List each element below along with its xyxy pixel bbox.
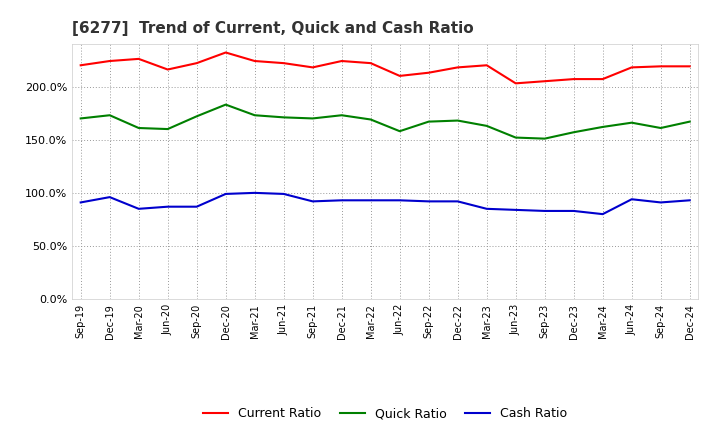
Line: Quick Ratio: Quick Ratio	[81, 105, 690, 139]
Quick Ratio	[366, 117, 375, 122]
Cash Ratio	[308, 199, 317, 204]
Current Ratio	[627, 65, 636, 70]
Cash Ratio	[685, 198, 694, 203]
Quick Ratio	[251, 113, 259, 118]
Quick Ratio	[338, 113, 346, 118]
Quick Ratio	[454, 118, 462, 123]
Current Ratio	[541, 79, 549, 84]
Legend: Current Ratio, Quick Ratio, Cash Ratio: Current Ratio, Quick Ratio, Cash Ratio	[198, 403, 572, 425]
Cash Ratio	[570, 208, 578, 213]
Current Ratio	[598, 77, 607, 82]
Quick Ratio	[482, 123, 491, 128]
Cash Ratio	[251, 190, 259, 195]
Current Ratio	[251, 59, 259, 64]
Quick Ratio	[135, 125, 143, 131]
Current Ratio	[105, 59, 114, 64]
Quick Ratio	[685, 119, 694, 124]
Cash Ratio	[338, 198, 346, 203]
Current Ratio	[308, 65, 317, 70]
Quick Ratio	[657, 125, 665, 131]
Cash Ratio	[76, 200, 85, 205]
Quick Ratio	[192, 114, 201, 119]
Current Ratio	[192, 60, 201, 66]
Cash Ratio	[135, 206, 143, 212]
Cash Ratio	[454, 199, 462, 204]
Line: Current Ratio: Current Ratio	[81, 52, 690, 83]
Current Ratio	[570, 77, 578, 82]
Current Ratio	[657, 64, 665, 69]
Quick Ratio	[627, 120, 636, 125]
Current Ratio	[395, 73, 404, 78]
Current Ratio	[511, 81, 520, 86]
Current Ratio	[338, 59, 346, 64]
Quick Ratio	[395, 128, 404, 134]
Quick Ratio	[541, 136, 549, 141]
Quick Ratio	[424, 119, 433, 124]
Cash Ratio	[541, 208, 549, 213]
Cash Ratio	[627, 197, 636, 202]
Current Ratio	[279, 60, 288, 66]
Current Ratio	[221, 50, 230, 55]
Quick Ratio	[511, 135, 520, 140]
Cash Ratio	[163, 204, 172, 209]
Cash Ratio	[598, 212, 607, 217]
Quick Ratio	[598, 124, 607, 129]
Cash Ratio	[105, 194, 114, 200]
Quick Ratio	[308, 116, 317, 121]
Quick Ratio	[221, 102, 230, 107]
Cash Ratio	[221, 191, 230, 197]
Quick Ratio	[105, 113, 114, 118]
Quick Ratio	[76, 116, 85, 121]
Line: Cash Ratio: Cash Ratio	[81, 193, 690, 214]
Cash Ratio	[366, 198, 375, 203]
Cash Ratio	[424, 199, 433, 204]
Cash Ratio	[192, 204, 201, 209]
Cash Ratio	[279, 191, 288, 197]
Current Ratio	[424, 70, 433, 75]
Cash Ratio	[511, 207, 520, 213]
Current Ratio	[454, 65, 462, 70]
Current Ratio	[482, 62, 491, 68]
Quick Ratio	[163, 126, 172, 132]
Current Ratio	[163, 67, 172, 72]
Current Ratio	[135, 56, 143, 62]
Quick Ratio	[570, 130, 578, 135]
Text: [6277]  Trend of Current, Quick and Cash Ratio: [6277] Trend of Current, Quick and Cash …	[72, 21, 474, 36]
Cash Ratio	[482, 206, 491, 212]
Quick Ratio	[279, 115, 288, 120]
Cash Ratio	[395, 198, 404, 203]
Cash Ratio	[657, 200, 665, 205]
Current Ratio	[685, 64, 694, 69]
Current Ratio	[76, 62, 85, 68]
Current Ratio	[366, 60, 375, 66]
